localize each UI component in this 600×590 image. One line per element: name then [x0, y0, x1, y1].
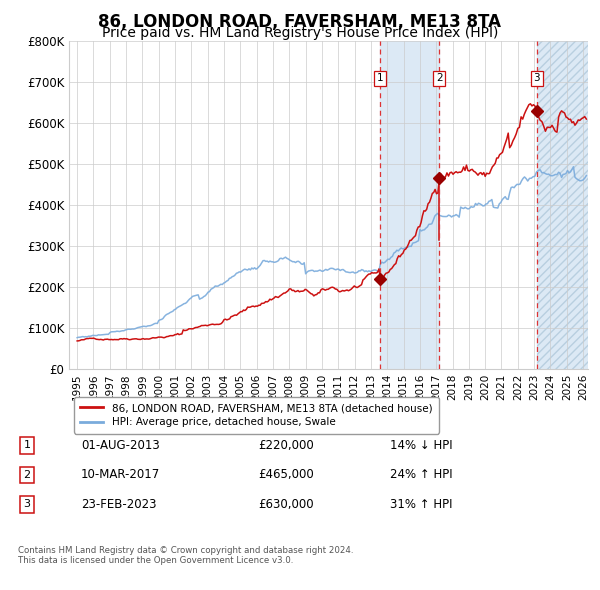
- Text: 01-AUG-2013: 01-AUG-2013: [81, 439, 160, 452]
- Text: Contains HM Land Registry data © Crown copyright and database right 2024.: Contains HM Land Registry data © Crown c…: [18, 546, 353, 555]
- Text: £465,000: £465,000: [258, 468, 314, 481]
- Text: 3: 3: [533, 73, 540, 83]
- Text: Price paid vs. HM Land Registry's House Price Index (HPI): Price paid vs. HM Land Registry's House …: [102, 26, 498, 40]
- Text: 3: 3: [23, 500, 31, 509]
- Text: 31% ↑ HPI: 31% ↑ HPI: [390, 498, 452, 511]
- Text: 1: 1: [23, 441, 31, 450]
- Bar: [380, 41, 439, 369]
- Text: 24% ↑ HPI: 24% ↑ HPI: [390, 468, 452, 481]
- Text: This data is licensed under the Open Government Licence v3.0.: This data is licensed under the Open Gov…: [18, 556, 293, 565]
- Text: 86, LONDON ROAD, FAVERSHAM, ME13 8TA: 86, LONDON ROAD, FAVERSHAM, ME13 8TA: [98, 13, 502, 31]
- Legend: 86, LONDON ROAD, FAVERSHAM, ME13 8TA (detached house), HPI: Average price, detac: 86, LONDON ROAD, FAVERSHAM, ME13 8TA (de…: [74, 397, 439, 434]
- Text: 14% ↓ HPI: 14% ↓ HPI: [390, 439, 452, 452]
- Text: £220,000: £220,000: [258, 439, 314, 452]
- Text: £630,000: £630,000: [258, 498, 314, 511]
- Text: 23-FEB-2023: 23-FEB-2023: [81, 498, 157, 511]
- Bar: [536, 41, 588, 369]
- Text: 10-MAR-2017: 10-MAR-2017: [81, 468, 160, 481]
- Text: 1: 1: [377, 73, 384, 83]
- Bar: [536, 41, 588, 369]
- Text: 2: 2: [436, 73, 443, 83]
- Text: 2: 2: [23, 470, 31, 480]
